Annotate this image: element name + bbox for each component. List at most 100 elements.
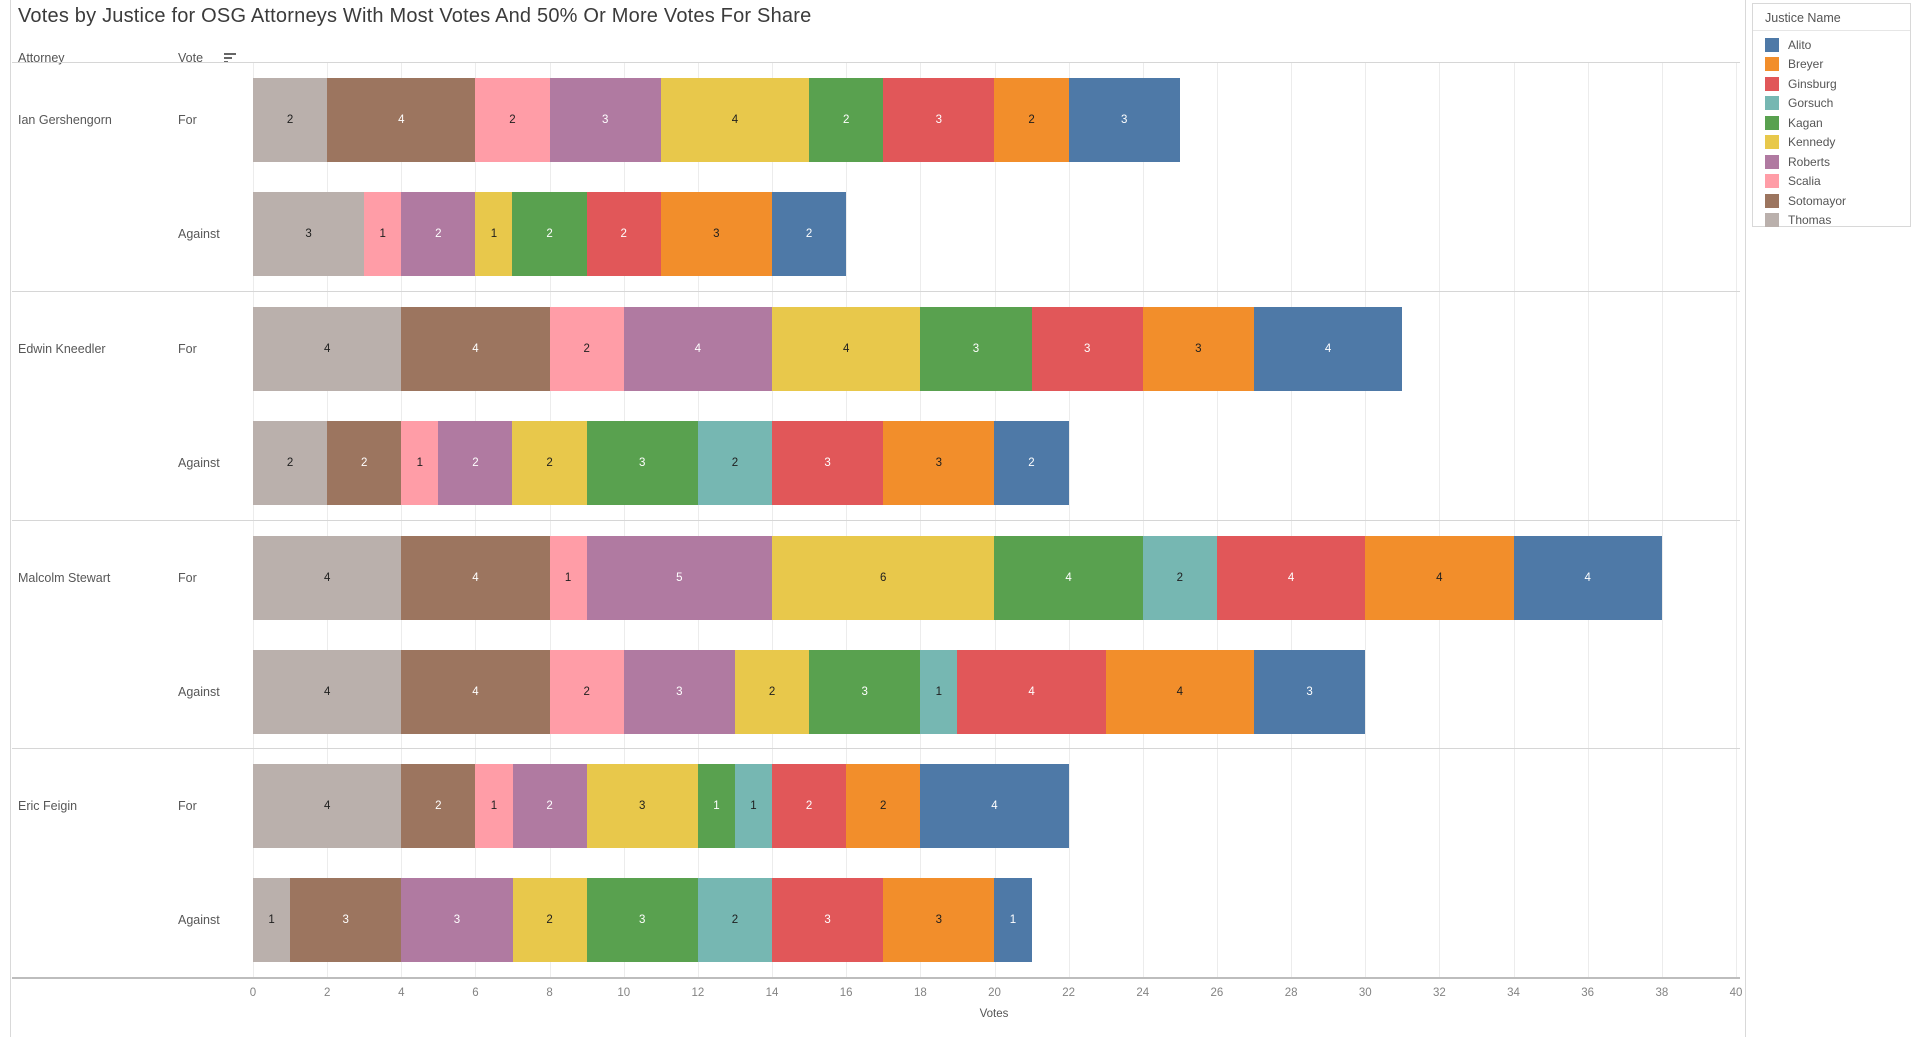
bar-segment-alito[interactable]: 1: [994, 878, 1032, 963]
bar-segment-kennedy[interactable]: 1: [475, 192, 513, 276]
vote-label[interactable]: Against: [178, 913, 220, 928]
bar-segment-scalia[interactable]: 2: [475, 78, 550, 162]
bar-segment-sotomayor[interactable]: 4: [401, 649, 550, 734]
bar-segment-sotomayor[interactable]: 3: [290, 878, 402, 963]
bar-segment-sotomayor[interactable]: 4: [327, 78, 476, 162]
bar-segment-ginsburg[interactable]: 3: [883, 78, 995, 162]
attorney-label[interactable]: Eric Feigin: [18, 799, 78, 814]
bar-segment-kagan[interactable]: 2: [512, 192, 587, 276]
legend-item-ginsburg[interactable]: Ginsburg: [1753, 74, 1910, 94]
bar-segment-gorsuch[interactable]: 2: [697, 878, 772, 963]
bar-segment-breyer[interactable]: 3: [1142, 306, 1254, 391]
bar-segment-thomas[interactable]: 4: [253, 649, 402, 734]
bar-segment-sotomayor[interactable]: 2: [327, 420, 402, 505]
bar-segment-kennedy[interactable]: 2: [734, 649, 810, 734]
bar-segment-roberts[interactable]: 2: [401, 192, 476, 276]
bar-segment-roberts[interactable]: 3: [623, 649, 735, 734]
attorney-label[interactable]: Edwin Kneedler: [18, 341, 106, 356]
bar-segment-kagan[interactable]: 2: [809, 78, 884, 162]
attorney-label[interactable]: Ian Gershengorn: [18, 113, 112, 127]
bar-segment-thomas[interactable]: 4: [253, 764, 402, 849]
vote-label[interactable]: For: [178, 799, 197, 814]
legend-item-roberts[interactable]: Roberts: [1753, 152, 1910, 172]
bar-segment-roberts[interactable]: 3: [549, 78, 661, 162]
bar-segment-thomas[interactable]: 2: [253, 420, 328, 505]
bar-segment-gorsuch[interactable]: 1: [734, 764, 772, 849]
legend-item-gorsuch[interactable]: Gorsuch: [1753, 94, 1910, 114]
bar-segment-ginsburg[interactable]: 3: [771, 420, 884, 505]
column-header-vote[interactable]: Vote: [178, 51, 204, 65]
bar-segment-kennedy[interactable]: 2: [512, 420, 587, 505]
bar-segment-alito[interactable]: 4: [1253, 306, 1403, 391]
bar-segment-ginsburg[interactable]: 3: [1031, 306, 1143, 391]
bar-segment-sotomayor[interactable]: 4: [401, 535, 550, 620]
bar-segment-scalia[interactable]: 1: [401, 420, 439, 505]
bar-segment-kennedy[interactable]: 2: [512, 878, 587, 963]
bar-segment-kagan[interactable]: 3: [920, 306, 1032, 391]
bar-segment-scalia[interactable]: 2: [549, 306, 624, 391]
attorney-label[interactable]: Malcolm Stewart: [18, 570, 111, 585]
bar-segment-roberts[interactable]: 5: [586, 535, 773, 620]
bar-segment-breyer[interactable]: 3: [660, 192, 772, 276]
legend-item-scalia[interactable]: Scalia: [1753, 172, 1910, 192]
bar-segment-kennedy[interactable]: 4: [660, 78, 810, 162]
bar-segment-kagan[interactable]: 3: [586, 878, 698, 963]
column-header-attorney[interactable]: Attorney: [18, 51, 65, 65]
bar-segment-breyer[interactable]: 4: [1105, 649, 1254, 734]
bar-segment-breyer[interactable]: 3: [883, 420, 995, 505]
bar-segment-breyer[interactable]: 3: [883, 878, 995, 963]
bar-segment-roberts[interactable]: 3: [401, 878, 513, 963]
bar-segment-thomas[interactable]: 2: [253, 78, 328, 162]
bar-segment-roberts[interactable]: 2: [438, 420, 513, 505]
bar-segment-breyer[interactable]: 4: [1365, 535, 1514, 620]
bar-segment-ginsburg[interactable]: 4: [957, 649, 1106, 734]
bar-segment-gorsuch[interactable]: 1: [920, 649, 958, 734]
bar-segment-roberts[interactable]: 4: [623, 306, 773, 391]
bar-segment-thomas[interactable]: 1: [253, 878, 291, 963]
bar-segment-kennedy[interactable]: 6: [772, 535, 995, 620]
bar-segment-kagan[interactable]: 1: [697, 764, 735, 849]
bar-segment-scalia[interactable]: 1: [475, 764, 513, 849]
bar-segment-breyer[interactable]: 2: [846, 764, 921, 849]
bar-segment-alito[interactable]: 2: [994, 420, 1069, 505]
bar-segment-sotomayor[interactable]: 2: [401, 764, 476, 849]
bar-segment-kagan[interactable]: 3: [809, 649, 921, 734]
legend-item-kagan[interactable]: Kagan: [1753, 113, 1910, 133]
legend-item-breyer[interactable]: Breyer: [1753, 55, 1910, 75]
bar-segment-roberts[interactable]: 2: [512, 764, 587, 849]
bar-segment-ginsburg[interactable]: 3: [772, 878, 884, 963]
bar-segment-alito[interactable]: 4: [920, 764, 1069, 849]
bar-segment-value: 3: [713, 228, 720, 240]
legend-item-sotomayor[interactable]: Sotomayor: [1753, 191, 1910, 211]
bar-segment-sotomayor[interactable]: 4: [401, 306, 550, 391]
bar-segment-kagan[interactable]: 4: [994, 535, 1143, 620]
bar-segment-scalia[interactable]: 1: [549, 535, 587, 620]
bar-segment-ginsburg[interactable]: 2: [771, 764, 847, 849]
bar-segment-ginsburg[interactable]: 4: [1216, 535, 1366, 620]
bar-segment-alito[interactable]: 2: [771, 192, 847, 276]
bar-segment-breyer[interactable]: 2: [994, 78, 1069, 162]
legend-item-kennedy[interactable]: Kennedy: [1753, 133, 1910, 153]
bar-segment-alito[interactable]: 4: [1513, 535, 1662, 620]
vote-label[interactable]: Against: [178, 455, 220, 470]
vote-label[interactable]: Against: [178, 227, 220, 241]
bar-segment-alito[interactable]: 3: [1068, 78, 1180, 162]
vote-label[interactable]: For: [178, 113, 197, 127]
vote-label[interactable]: For: [178, 570, 197, 585]
legend-item-alito[interactable]: Alito: [1753, 35, 1910, 55]
vote-label[interactable]: For: [178, 341, 197, 356]
bar-segment-kennedy[interactable]: 3: [586, 764, 698, 849]
bar-segment-thomas[interactable]: 4: [253, 535, 402, 620]
bar-segment-thomas[interactable]: 3: [253, 192, 365, 276]
vote-label[interactable]: Against: [178, 684, 220, 699]
bar-segment-ginsburg[interactable]: 2: [586, 192, 661, 276]
legend-item-thomas[interactable]: Thomas: [1753, 211, 1910, 231]
bar-segment-alito[interactable]: 3: [1253, 649, 1366, 734]
bar-segment-gorsuch[interactable]: 2: [697, 420, 772, 505]
bar-segment-kennedy[interactable]: 4: [772, 306, 921, 391]
bar-segment-scalia[interactable]: 1: [364, 192, 402, 276]
bar-segment-gorsuch[interactable]: 2: [1142, 535, 1217, 620]
bar-segment-kagan[interactable]: 3: [586, 420, 698, 505]
bar-segment-scalia[interactable]: 2: [549, 649, 624, 734]
bar-segment-thomas[interactable]: 4: [253, 306, 402, 391]
